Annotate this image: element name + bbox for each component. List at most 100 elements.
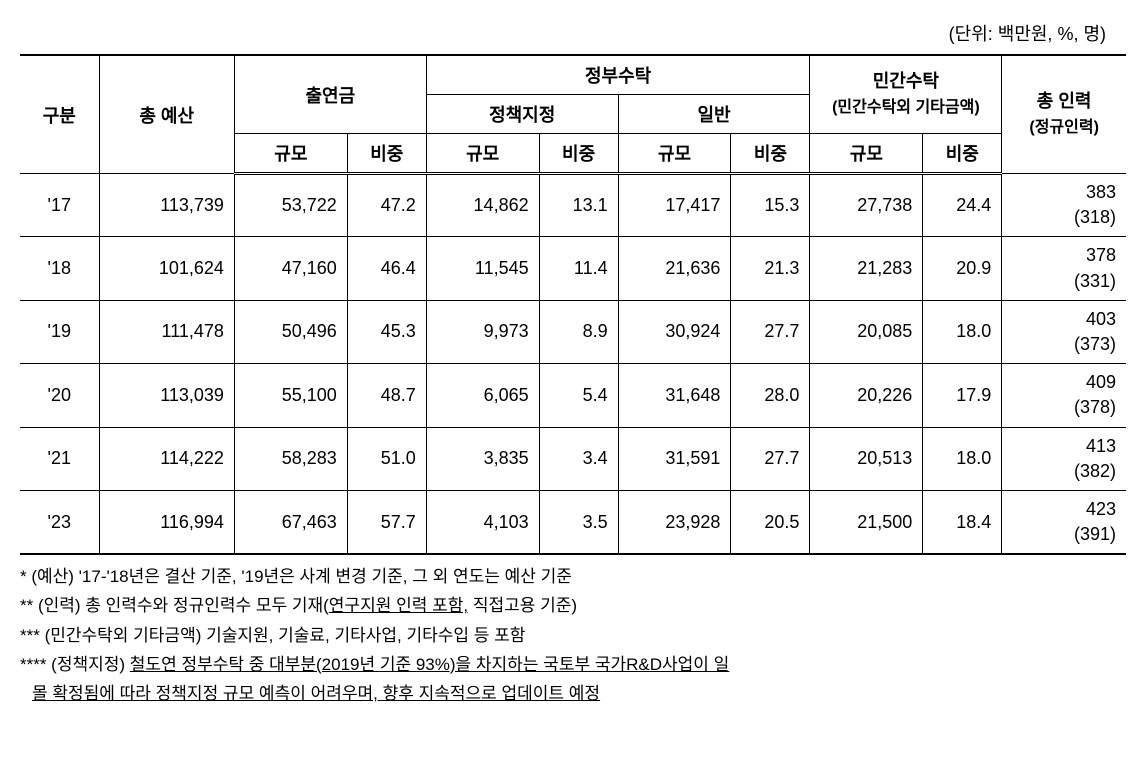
table-body: '17 113,739 53,722 47.2 14,862 13.1 17,4…: [20, 174, 1126, 555]
cell-year: '21: [20, 427, 99, 490]
cell-policy-scale: 6,065: [426, 364, 539, 427]
cell-contrib-ratio: 47.2: [347, 174, 426, 237]
table-row: '23 116,994 67,463 57.7 4,103 3.5 23,928…: [20, 490, 1126, 554]
header-contribution: 출연금: [234, 55, 426, 134]
cell-year: '20: [20, 364, 99, 427]
cell-people: 378(331): [1002, 237, 1126, 300]
header-policy-scale: 규모: [426, 134, 539, 174]
footnotes: * (예산) '17-'18년은 결산 기준, '19년은 사계 변경 기준, …: [20, 563, 1126, 707]
cell-general-scale: 31,648: [618, 364, 731, 427]
cell-private-scale: 20,226: [810, 364, 923, 427]
cell-policy-scale: 3,835: [426, 427, 539, 490]
header-total-people-main: 총 인력: [1037, 91, 1092, 111]
header-private-ratio: 비중: [923, 134, 1002, 174]
cell-policy-ratio: 11.4: [539, 237, 618, 300]
cell-general-ratio: 21.3: [731, 237, 810, 300]
cell-policy-scale: 4,103: [426, 490, 539, 554]
cell-private-ratio: 18.0: [923, 427, 1002, 490]
footnote-4-line1: **** (정책지정) 철도연 정부수탁 중 대부분(2019년 기준 93%)…: [20, 651, 1126, 678]
cell-people: 383(318): [1002, 174, 1126, 237]
cell-people: 423(391): [1002, 490, 1126, 554]
cell-contrib-ratio: 57.7: [347, 490, 426, 554]
table-row: '18 101,624 47,160 46.4 11,545 11.4 21,6…: [20, 237, 1126, 300]
cell-general-ratio: 27.7: [731, 427, 810, 490]
footnote-4-underline2: 몰 확정됨에 따라 정책지정 규모 예측이 어려우며, 향후 지속적으로 업데이…: [32, 684, 600, 703]
cell-total-budget: 116,994: [99, 490, 234, 554]
cell-contrib-scale: 58,283: [234, 427, 347, 490]
header-policy-ratio: 비중: [539, 134, 618, 174]
cell-policy-ratio: 3.5: [539, 490, 618, 554]
header-general-scale: 규모: [618, 134, 731, 174]
header-total-people-sub: (정규인력): [1029, 119, 1099, 136]
cell-people: 403(373): [1002, 300, 1126, 363]
cell-policy-ratio: 13.1: [539, 174, 618, 237]
cell-general-ratio: 20.5: [731, 490, 810, 554]
footnote-4-underline1: 철도연 정부수탁 중 대부분(2019년 기준 93%)을 차지하는 국토부 국…: [130, 655, 730, 674]
header-contrib-ratio: 비중: [347, 134, 426, 174]
footnote-1: * (예산) '17-'18년은 결산 기준, '19년은 사계 변경 기준, …: [20, 563, 1126, 590]
cell-private-ratio: 24.4: [923, 174, 1002, 237]
cell-general-ratio: 15.3: [731, 174, 810, 237]
cell-contrib-scale: 50,496: [234, 300, 347, 363]
header-private-consign-sub: (민간수탁외 기타금액): [832, 99, 980, 116]
cell-policy-ratio: 5.4: [539, 364, 618, 427]
footnote-4-prefix: **** (정책지정): [20, 655, 130, 674]
cell-private-scale: 20,513: [810, 427, 923, 490]
cell-policy-scale: 14,862: [426, 174, 539, 237]
cell-contrib-ratio: 48.7: [347, 364, 426, 427]
header-total-budget: 총 예산: [99, 55, 234, 174]
table-row: '17 113,739 53,722 47.2 14,862 13.1 17,4…: [20, 174, 1126, 237]
cell-year: '17: [20, 174, 99, 237]
cell-year: '18: [20, 237, 99, 300]
footnote-2-underline: 연구지원 인력 포함,: [329, 596, 468, 615]
unit-label: (단위: 백만원, %, 명): [20, 20, 1126, 46]
cell-general-scale: 17,417: [618, 174, 731, 237]
header-gov-consign: 정부수탁: [426, 55, 810, 95]
cell-policy-ratio: 8.9: [539, 300, 618, 363]
cell-general-ratio: 28.0: [731, 364, 810, 427]
footnote-2-prefix: ** (인력) 총 인력수와 정규인력수 모두 기재(: [20, 596, 329, 615]
cell-private-ratio: 18.0: [923, 300, 1002, 363]
cell-contrib-scale: 47,160: [234, 237, 347, 300]
cell-people: 413(382): [1002, 427, 1126, 490]
header-policy-assign: 정책지정: [426, 95, 618, 134]
cell-total-budget: 113,039: [99, 364, 234, 427]
header-contrib-scale: 규모: [234, 134, 347, 174]
header-private-scale: 규모: [810, 134, 923, 174]
table-row: '19 111,478 50,496 45.3 9,973 8.9 30,924…: [20, 300, 1126, 363]
cell-total-budget: 114,222: [99, 427, 234, 490]
cell-total-budget: 113,739: [99, 174, 234, 237]
cell-private-scale: 21,500: [810, 490, 923, 554]
cell-general-ratio: 27.7: [731, 300, 810, 363]
cell-contrib-ratio: 45.3: [347, 300, 426, 363]
cell-private-ratio: 18.4: [923, 490, 1002, 554]
header-general: 일반: [618, 95, 810, 134]
cell-private-ratio: 17.9: [923, 364, 1002, 427]
cell-general-scale: 31,591: [618, 427, 731, 490]
footnote-2-suffix: 직접고용 기준): [468, 596, 577, 615]
cell-private-scale: 21,283: [810, 237, 923, 300]
cell-year: '23: [20, 490, 99, 554]
header-private-consign-main: 민간수탁: [873, 71, 939, 91]
cell-contrib-scale: 53,722: [234, 174, 347, 237]
cell-total-budget: 111,478: [99, 300, 234, 363]
cell-total-budget: 101,624: [99, 237, 234, 300]
cell-general-scale: 30,924: [618, 300, 731, 363]
footnote-4-line2: 몰 확정됨에 따라 정책지정 규모 예측이 어려우며, 향후 지속적으로 업데이…: [20, 680, 1126, 707]
cell-people: 409(378): [1002, 364, 1126, 427]
header-total-people: 총 인력 (정규인력): [1002, 55, 1126, 174]
table-row: '20 113,039 55,100 48.7 6,065 5.4 31,648…: [20, 364, 1126, 427]
header-gubun: 구분: [20, 55, 99, 174]
cell-private-scale: 20,085: [810, 300, 923, 363]
cell-contrib-scale: 55,100: [234, 364, 347, 427]
cell-general-scale: 23,928: [618, 490, 731, 554]
header-general-ratio: 비중: [731, 134, 810, 174]
cell-contrib-ratio: 46.4: [347, 237, 426, 300]
cell-private-scale: 27,738: [810, 174, 923, 237]
cell-policy-scale: 9,973: [426, 300, 539, 363]
cell-private-ratio: 20.9: [923, 237, 1002, 300]
cell-year: '19: [20, 300, 99, 363]
cell-policy-ratio: 3.4: [539, 427, 618, 490]
table-row: '21 114,222 58,283 51.0 3,835 3.4 31,591…: [20, 427, 1126, 490]
footnote-3: *** (민간수탁외 기타금액) 기술지원, 기술료, 기타사업, 기타수입 등…: [20, 622, 1126, 649]
